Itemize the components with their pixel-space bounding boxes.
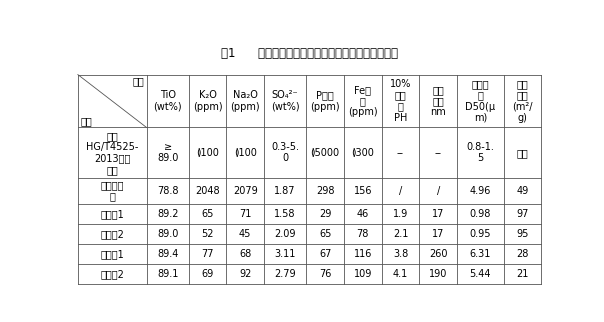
Text: 1.9: 1.9	[393, 209, 408, 219]
Text: 156: 156	[353, 186, 372, 196]
Text: 69: 69	[201, 269, 214, 279]
Text: ≬100: ≬100	[234, 148, 257, 158]
Text: 71: 71	[239, 209, 251, 219]
Text: 10%
悬浮
液
PH: 10% 悬浮 液 PH	[390, 79, 411, 123]
Text: P含量
(ppm): P含量 (ppm)	[310, 90, 340, 112]
Text: 2.79: 2.79	[274, 269, 296, 279]
Text: 95: 95	[516, 229, 528, 239]
Text: 92: 92	[239, 269, 251, 279]
Text: 89.4: 89.4	[157, 249, 178, 259]
Text: 78: 78	[356, 229, 369, 239]
Text: 89.1: 89.1	[157, 269, 178, 279]
Text: 0.3-5.
0: 0.3-5. 0	[271, 142, 299, 164]
Text: ≬300: ≬300	[352, 148, 374, 158]
Text: 17: 17	[432, 229, 445, 239]
Text: 5.44: 5.44	[469, 269, 491, 279]
Text: 89.2: 89.2	[157, 209, 178, 219]
Text: 对比例2: 对比例2	[100, 269, 124, 279]
Text: TiO
(wt%): TiO (wt%)	[153, 90, 182, 112]
Text: Fe含
量
(ppm): Fe含 量 (ppm)	[348, 85, 378, 117]
Text: 298: 298	[316, 186, 335, 196]
Text: 89.0: 89.0	[157, 229, 178, 239]
Text: 性能: 性能	[132, 77, 144, 87]
Text: 109: 109	[353, 269, 372, 279]
Text: --: --	[435, 148, 442, 158]
Text: ≬5000: ≬5000	[310, 148, 339, 158]
Text: 260: 260	[429, 249, 448, 259]
Text: 2079: 2079	[233, 186, 258, 196]
Text: 激光粒
径
D50(μ
m): 激光粒 径 D50(μ m)	[465, 79, 495, 123]
Text: 2.09: 2.09	[274, 229, 296, 239]
Text: /: /	[399, 186, 402, 196]
Text: 比表
面积
(m²/
g): 比表 面积 (m²/ g)	[512, 79, 533, 123]
Text: 190: 190	[429, 269, 448, 279]
Text: 1.58: 1.58	[274, 209, 296, 219]
Text: 4.96: 4.96	[469, 186, 491, 196]
Text: 45: 45	[239, 229, 251, 239]
Text: 46: 46	[356, 209, 369, 219]
Text: 2048: 2048	[195, 186, 220, 196]
Text: 21: 21	[516, 269, 528, 279]
Text: 3.11: 3.11	[274, 249, 296, 259]
Text: SO₄²⁻
(wt%): SO₄²⁻ (wt%)	[271, 90, 300, 112]
Text: 52: 52	[201, 229, 214, 239]
Text: 76: 76	[319, 269, 331, 279]
Text: 49: 49	[516, 186, 528, 196]
Text: K₂O
(ppm): K₂O (ppm)	[193, 90, 222, 112]
Text: 0.95: 0.95	[469, 229, 491, 239]
Text: 4.1: 4.1	[393, 269, 408, 279]
Text: 实施例1: 实施例1	[100, 209, 124, 219]
Text: 116: 116	[353, 249, 372, 259]
Text: 77: 77	[201, 249, 214, 259]
Text: --: --	[397, 148, 404, 158]
Text: 废弃催化
剂: 废弃催化 剂	[100, 180, 124, 202]
Text: 17: 17	[432, 209, 445, 219]
Text: 68: 68	[239, 249, 251, 259]
Text: 3.8: 3.8	[393, 249, 408, 259]
Text: 协议: 协议	[516, 148, 528, 158]
Text: 65: 65	[201, 209, 214, 219]
Text: 产品: 产品	[80, 116, 92, 126]
Text: 对比例1: 对比例1	[100, 249, 124, 259]
Text: 65: 65	[319, 229, 331, 239]
Text: 表1      废弃催化剂与钛钨复合粉的组分与性能对照表: 表1 废弃催化剂与钛钨复合粉的组分与性能对照表	[221, 47, 398, 60]
Text: 实施例2: 实施例2	[100, 229, 124, 239]
Text: 0.8-1.
5: 0.8-1. 5	[466, 142, 494, 164]
Text: ≬100: ≬100	[196, 148, 219, 158]
Text: 2.1: 2.1	[393, 229, 408, 239]
Text: 标准
HG/T4525-
2013技术
指标: 标准 HG/T4525- 2013技术 指标	[86, 131, 138, 175]
Text: 28: 28	[516, 249, 528, 259]
Text: 97: 97	[516, 209, 528, 219]
Text: 29: 29	[319, 209, 331, 219]
Text: 6.31: 6.31	[469, 249, 491, 259]
Text: 67: 67	[319, 249, 331, 259]
Text: 78.8: 78.8	[157, 186, 178, 196]
Text: /: /	[437, 186, 440, 196]
Text: 1.87: 1.87	[274, 186, 296, 196]
Text: ≥
89.0: ≥ 89.0	[157, 142, 178, 164]
Text: Na₂O
(ppm): Na₂O (ppm)	[231, 90, 260, 112]
Text: 晶体
尺寸
nm: 晶体 尺寸 nm	[430, 85, 446, 117]
Text: 0.98: 0.98	[469, 209, 491, 219]
